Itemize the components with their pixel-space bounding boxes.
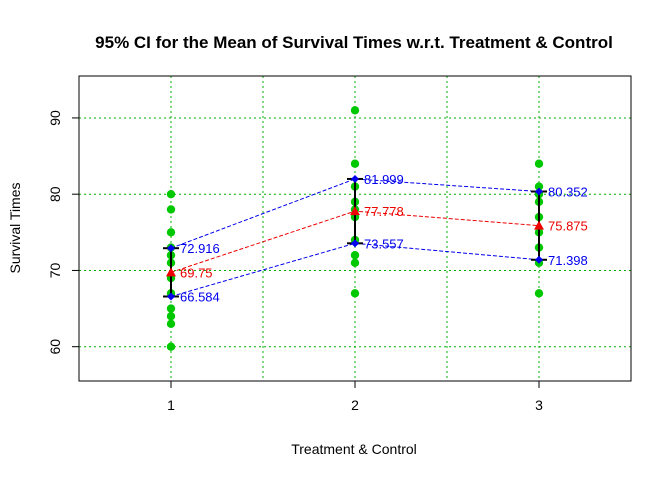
x-tick-label: 1	[167, 397, 175, 413]
observation-point	[534, 159, 544, 168]
ci-lower-label: 66.584	[180, 289, 220, 304]
ci-lower-marker	[535, 255, 543, 264]
observation-point	[166, 228, 176, 237]
x-tick-label: 3	[535, 397, 543, 413]
y-tick-label: 70	[47, 262, 63, 278]
ci-upper-label: 80.352	[548, 185, 588, 200]
ci-upper-marker	[535, 187, 543, 196]
y-tick-label: 60	[47, 339, 63, 355]
mean-label: 75.875	[548, 219, 588, 234]
observation-point	[350, 106, 360, 115]
ci-lower-marker	[351, 239, 359, 248]
ci-upper-label: 81.999	[364, 172, 404, 187]
ci-lower-label: 71.398	[548, 253, 588, 268]
upper-ci-line	[170, 178, 540, 249]
ci-lower-marker	[167, 292, 175, 301]
ci-lower-label: 73.557	[364, 236, 404, 251]
observation-point	[166, 304, 176, 313]
observation-point	[350, 258, 360, 268]
observation-point	[350, 289, 360, 298]
observation-point	[166, 189, 176, 199]
mean-marker	[350, 206, 360, 216]
observation-point	[166, 311, 176, 321]
x-axis-label: Treatment & Control	[291, 441, 417, 457]
mean-label: 69.75	[180, 265, 213, 280]
chart-title: 95% CI for the Mean of Survival Times w.…	[95, 33, 613, 52]
observation-point	[350, 250, 360, 260]
observation-point	[534, 289, 544, 298]
mean-marker	[534, 220, 544, 230]
lower-ci-line	[170, 242, 540, 297]
mean-marker	[166, 267, 176, 277]
ci-upper-marker	[351, 174, 359, 183]
observation-point	[534, 182, 544, 191]
axis-layer: 1 2 3 60 70 80 90	[47, 110, 543, 413]
x-tick-label: 2	[351, 397, 359, 413]
y-tick-label: 90	[47, 110, 63, 126]
observation-point	[166, 342, 176, 351]
observation-point	[350, 159, 360, 168]
ci-upper-label: 72.916	[180, 241, 220, 256]
y-tick-label: 80	[47, 186, 63, 202]
mean-label: 77.778	[364, 204, 404, 219]
observation-point	[166, 205, 176, 214]
observation-point	[166, 319, 176, 329]
series-layer: 72.916 66.584 69.75 81.999 73.557 77.778 80.35…	[163, 106, 588, 351]
ci-upper-marker	[167, 244, 175, 253]
y-axis-label: Survival Times	[7, 182, 23, 273]
